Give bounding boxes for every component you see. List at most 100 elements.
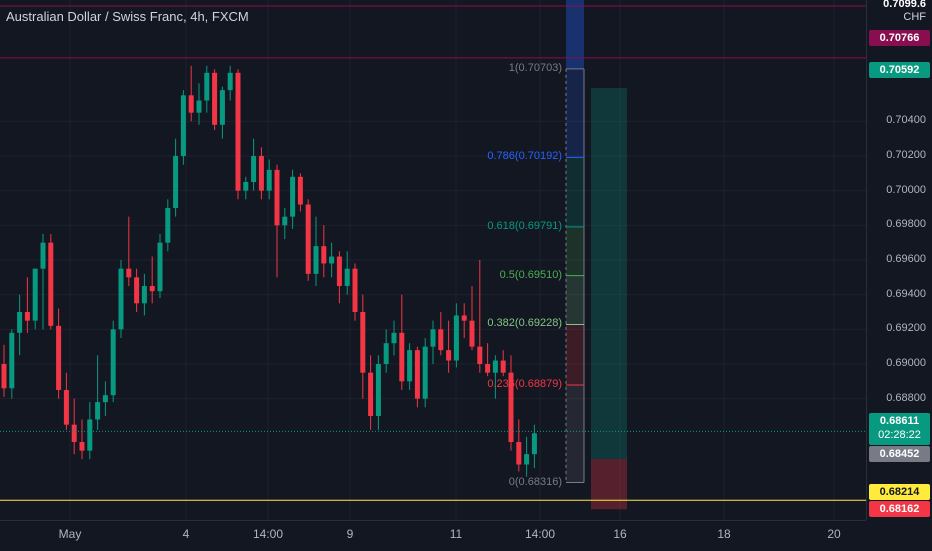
price-tick-label: 0.69600 [866, 253, 926, 265]
time-tick-label: May [59, 527, 82, 541]
fib-level-label: 0.786(0.70192) [487, 150, 562, 162]
stop-zone-price-tag: 0.68452 [869, 446, 930, 462]
candle [501, 350, 506, 376]
candle-body [415, 350, 420, 399]
candle-body [25, 312, 30, 321]
candle-body [321, 246, 326, 263]
candle-body [41, 243, 46, 269]
yellow-line-price-tag: 0.68214 [869, 484, 930, 500]
candle-body [501, 361, 506, 373]
candle [236, 69, 241, 199]
candle-body [134, 277, 139, 303]
price-tick-label: 0.69200 [866, 322, 926, 334]
candle-body [173, 156, 178, 208]
stop-loss-price-tag: 0.68162 [869, 501, 930, 517]
candle-body [267, 170, 272, 191]
candle [337, 251, 342, 303]
candle [384, 329, 389, 372]
candle-body [392, 333, 397, 343]
time-tick-label: 20 [827, 527, 840, 541]
fib-band [566, 227, 584, 276]
candle-body [477, 347, 482, 364]
fib-level-label: 1(0.70703) [509, 62, 562, 74]
candle-body [103, 395, 108, 402]
candle [376, 355, 381, 430]
take-profit-price-tag: 0.70592 [869, 62, 930, 78]
fibonacci-retracement [566, 69, 584, 483]
candle [41, 234, 46, 329]
candle-body [462, 315, 467, 320]
candle-body [212, 73, 217, 125]
candle [251, 139, 256, 191]
candle-body [298, 177, 303, 205]
candle [298, 173, 303, 211]
candle-body [228, 73, 233, 90]
candle [142, 274, 147, 316]
candle [353, 263, 358, 320]
candle [314, 217, 319, 286]
candle-body [56, 326, 61, 390]
candle [228, 66, 233, 101]
candle-body [204, 73, 209, 101]
fib-band [566, 385, 584, 483]
time-tick-label: 4 [183, 527, 190, 541]
candle [126, 217, 131, 286]
candle [368, 355, 373, 430]
candle [477, 260, 482, 373]
horizontal-lines [0, 6, 866, 500]
currency-label: CHF [866, 11, 926, 23]
candle-body [181, 95, 186, 156]
price-tick-label: 0.68800 [866, 392, 926, 404]
candle-body [407, 350, 412, 381]
candle-body [87, 419, 92, 450]
fib-level-label: 0.382(0.69228) [487, 317, 562, 329]
candle-body [314, 246, 319, 274]
candle-body [454, 315, 459, 360]
candle-body [290, 177, 295, 217]
candle-body [17, 312, 22, 333]
chart-title: Australian Dollar / Swiss Franc, 4h, FXC… [6, 9, 249, 24]
candle-body [399, 333, 404, 382]
candle [259, 147, 264, 199]
price-tick-label: 0.69800 [866, 218, 926, 230]
candle-body [360, 312, 365, 373]
candle-body [532, 433, 537, 454]
candle [220, 87, 225, 139]
candle [165, 199, 170, 251]
top-cut-price-label: 0.7099.6 [866, 0, 926, 10]
candle-body [516, 442, 521, 465]
candle [282, 208, 287, 239]
fib-level-label: 0.618(0.69791) [487, 220, 562, 232]
candle [103, 381, 108, 416]
candle-body [189, 95, 194, 112]
candle [150, 257, 155, 304]
candle-body [236, 73, 241, 191]
candle [158, 234, 163, 298]
candle [72, 399, 77, 454]
current-price-tag: 0.68611 02:28:22 [869, 413, 930, 445]
candle [48, 234, 53, 329]
candles [2, 66, 537, 477]
candle-body [80, 442, 85, 451]
time-tick-label: 9 [347, 527, 354, 541]
candle-body [384, 343, 389, 364]
time-tick-label: 18 [717, 527, 730, 541]
candle [134, 269, 139, 312]
candle [173, 139, 178, 217]
candle-body [111, 329, 116, 395]
candle [243, 177, 248, 200]
fib-band [566, 69, 584, 158]
candle-body [126, 269, 131, 278]
fib-level-label: 0.236(0.68879) [487, 378, 562, 390]
candle [267, 159, 272, 199]
candle [407, 343, 412, 390]
candle-body [329, 257, 334, 264]
time-scale[interactable] [0, 520, 866, 551]
fib-level-label: 0.5(0.69510) [500, 269, 562, 281]
upper-line-price-tag: 0.70766 [869, 30, 930, 46]
candle [360, 295, 365, 399]
candle-body [470, 321, 475, 347]
price-tick-label: 0.69000 [866, 357, 926, 369]
candle [80, 419, 85, 459]
